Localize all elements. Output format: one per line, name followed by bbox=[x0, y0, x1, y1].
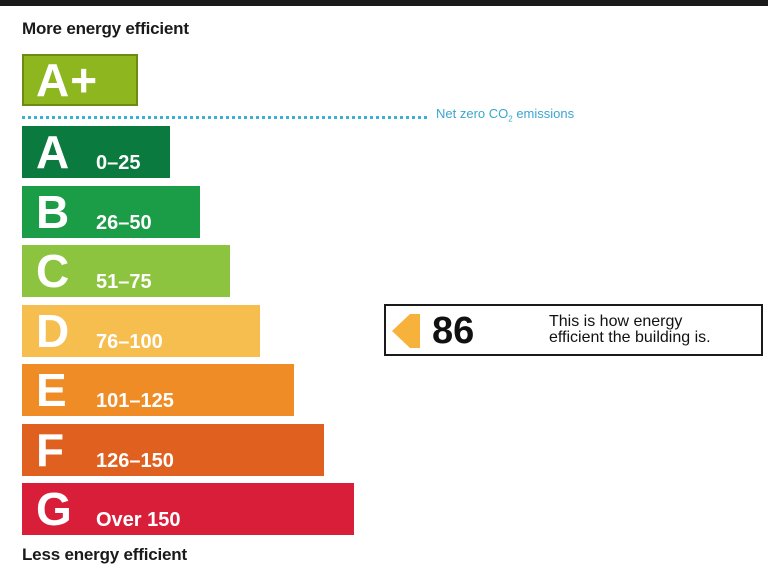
band-e-letter: E bbox=[36, 364, 67, 416]
band-b-letter: B bbox=[36, 186, 70, 238]
net-zero-dotted-line bbox=[22, 116, 427, 119]
band-a: A 0–25 bbox=[22, 126, 170, 178]
net-zero-label-subscript: 2 bbox=[508, 114, 513, 124]
net-zero-label-prefix: Net zero CO bbox=[436, 106, 509, 121]
band-b: B 26–50 bbox=[22, 186, 200, 238]
current-rating-box: 86 This is how energy efficient the buil… bbox=[384, 304, 763, 356]
band-f: F 126–150 bbox=[22, 424, 324, 476]
band-f-range: 126–150 bbox=[96, 450, 174, 472]
net-zero-label: Net zero CO2 emissions bbox=[436, 106, 574, 124]
band-a-letter: A bbox=[36, 126, 70, 178]
band-e: E 101–125 bbox=[22, 364, 294, 416]
band-d-letter: D bbox=[36, 305, 70, 357]
more-efficient-heading: More energy efficient bbox=[22, 19, 189, 38]
band-c: C 51–75 bbox=[22, 245, 230, 297]
band-f-letter: F bbox=[36, 424, 65, 476]
rating-caption-line2: efficient the building is. bbox=[549, 329, 711, 346]
band-a-plus-letter: A+ bbox=[36, 54, 99, 106]
band-e-range: 101–125 bbox=[96, 390, 174, 412]
band-g-letter: G bbox=[36, 483, 72, 535]
band-g: G Over 150 bbox=[22, 483, 354, 535]
less-efficient-heading: Less energy efficient bbox=[22, 545, 187, 564]
band-b-range: 26–50 bbox=[96, 212, 152, 234]
band-g-range: Over 150 bbox=[96, 509, 181, 531]
top-border bbox=[0, 0, 768, 6]
band-d-range: 76–100 bbox=[96, 331, 163, 353]
band-a-plus: A+ bbox=[22, 54, 138, 106]
band-c-range: 51–75 bbox=[96, 271, 152, 293]
rating-caption: This is how energy efficient the buildin… bbox=[549, 314, 759, 346]
band-a-range: 0–25 bbox=[96, 152, 141, 174]
band-c-letter: C bbox=[36, 245, 70, 297]
rating-caption-line1: This is how energy bbox=[549, 313, 683, 330]
rating-value: 86 bbox=[432, 310, 475, 352]
net-zero-label-suffix: emissions bbox=[512, 106, 575, 121]
rating-arrow-icon bbox=[392, 314, 420, 348]
band-d: D 76–100 bbox=[22, 305, 260, 357]
